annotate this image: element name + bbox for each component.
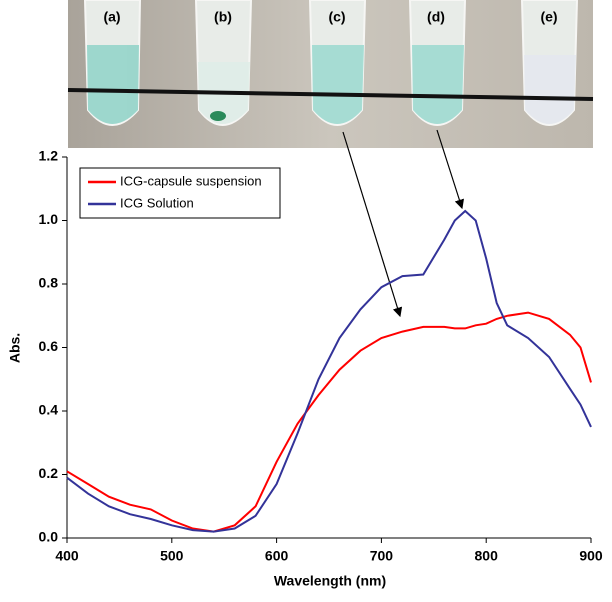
series-line [66, 311, 592, 533]
y-tick-label: 1.0 [39, 211, 59, 227]
photo-label: (c) [328, 9, 345, 25]
photo-label: (a) [103, 9, 120, 25]
legend-label: ICG Solution [120, 195, 194, 210]
x-tick-label: 400 [55, 548, 79, 564]
y-tick-label: 0.2 [39, 465, 59, 481]
x-tick-label: 500 [160, 548, 184, 564]
photo-label: (d) [427, 9, 445, 25]
axis-title: Abs. [7, 333, 23, 363]
y-tick-label: 1.2 [39, 148, 59, 164]
photo-label: (b) [214, 9, 232, 25]
x-tick-label: 700 [370, 548, 394, 564]
legend-label: ICG-capsule suspension [120, 173, 262, 188]
y-tick-label: 0.0 [39, 529, 59, 545]
photo [67, 0, 594, 318]
y-tick-label: 0.6 [39, 338, 59, 354]
x-tick-label: 900 [579, 548, 603, 564]
y-tick-label: 0.8 [39, 275, 59, 291]
x-tick-label: 800 [475, 548, 499, 564]
series-line [66, 209, 592, 533]
legend-box [79, 167, 281, 219]
axis-title: Wavelength (nm) [274, 573, 386, 589]
x-tick-label: 600 [265, 548, 289, 564]
photo-label: (e) [540, 9, 557, 25]
y-tick-label: 0.4 [39, 402, 59, 418]
